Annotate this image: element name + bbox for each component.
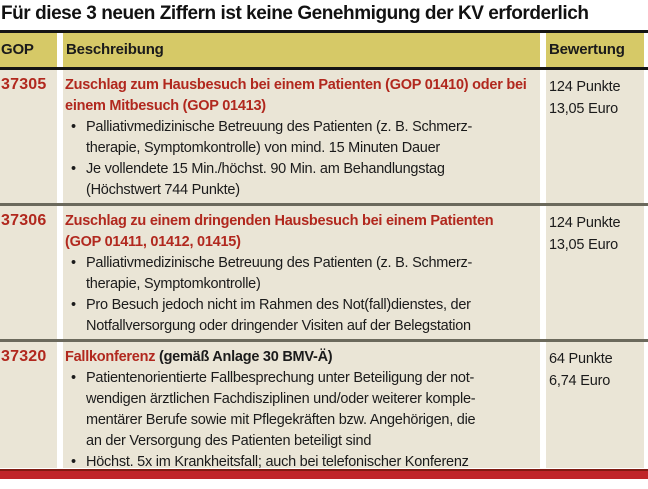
euro-value: 6,74 Euro xyxy=(549,373,611,389)
row-title-red: Zuschlag zu einem dringenden Hausbesuch … xyxy=(65,213,494,250)
bullet-icon: • xyxy=(71,119,76,135)
bullet-text: Palliativmedizinische Betreuung des Pati… xyxy=(86,255,473,292)
column-header-beschreibung: Beschreibung xyxy=(63,33,540,67)
gop-code: 37306 xyxy=(0,206,57,339)
row-title: Zuschlag zum Hausbesuch bei einem Patien… xyxy=(65,75,538,117)
bullet-text: Pro Besuch jedoch nicht im Rahmen des No… xyxy=(86,297,471,334)
bullet-icon: • xyxy=(71,297,76,313)
table-row: 37320 Fallkonferenz (gemäß Anlage 30 BMV… xyxy=(0,342,648,468)
points-value: 124 Punkte xyxy=(549,79,621,95)
description-cell: Fallkonferenz (gemäß Anlage 30 BMV-Ä) • … xyxy=(63,342,540,468)
bullet-icon: • xyxy=(71,161,76,177)
valuation-cell: 64 Punkte 6,74 Euro xyxy=(546,342,644,468)
bullet-icon: • xyxy=(71,370,76,386)
euro-value: 13,05 Euro xyxy=(549,237,618,253)
row-divider xyxy=(0,339,648,342)
bullet-text: Patientenorientierte Fallbesprechung unt… xyxy=(86,370,476,449)
row-title-red: Fallkonferenz xyxy=(65,349,156,365)
bottom-accent-bar xyxy=(0,469,648,479)
gop-code: 37305 xyxy=(0,70,57,203)
list-item: • Höchst. 5x im Krankheitsfall; auch bei… xyxy=(65,452,538,468)
row-title-black: (gemäß Anlage 30 BMV-Ä) xyxy=(155,349,333,365)
row-divider xyxy=(0,203,648,206)
valuation-cell: 124 Punkte 13,05 Euro xyxy=(546,206,644,339)
table-row: 37305 Zuschlag zum Hausbesuch bei einem … xyxy=(0,70,648,203)
points-value: 64 Punkte xyxy=(549,351,613,367)
euro-value: 13,05 Euro xyxy=(549,101,618,117)
list-item: • Je vollendete 15 Min./höchst. 90 Min. … xyxy=(65,159,538,201)
row-title-red: Zuschlag zum Hausbesuch bei einem Patien… xyxy=(65,77,527,114)
row-title: Fallkonferenz (gemäß Anlage 30 BMV-Ä) xyxy=(65,347,538,368)
page-title: Für diese 3 neuen Ziffern ist keine Gene… xyxy=(1,3,589,24)
gop-code: 37320 xyxy=(0,342,57,468)
list-item: • Patientenorientierte Fallbesprechung u… xyxy=(65,368,538,452)
bullet-icon: • xyxy=(71,255,76,271)
description-cell: Zuschlag zum Hausbesuch bei einem Patien… xyxy=(63,70,540,203)
points-value: 124 Punkte xyxy=(549,215,621,231)
list-item: • Palliativmedizinische Betreuung des Pa… xyxy=(65,253,538,295)
list-item: • Pro Besuch jedoch nicht im Rahmen des … xyxy=(65,295,538,337)
description-cell: Zuschlag zu einem dringenden Hausbesuch … xyxy=(63,206,540,339)
bullet-icon: • xyxy=(71,454,76,468)
bullet-text: Höchst. 5x im Krankheitsfall; auch bei t… xyxy=(86,454,469,468)
row-title: Zuschlag zu einem dringenden Hausbesuch … xyxy=(65,211,538,253)
valuation-cell: 124 Punkte 13,05 Euro xyxy=(546,70,644,203)
list-item: • Palliativmedizinische Betreuung des Pa… xyxy=(65,117,538,159)
column-header-gop: GOP xyxy=(0,33,57,67)
table-header-row: GOP Beschreibung Bewertung xyxy=(0,30,648,70)
bullet-text: Palliativmedizinische Betreuung des Pati… xyxy=(86,119,473,156)
bullet-text: Je vollendete 15 Min./höchst. 90 Min. am… xyxy=(86,161,445,198)
column-header-bewertung: Bewertung xyxy=(546,33,644,67)
table-row: 37306 Zuschlag zu einem dringenden Hausb… xyxy=(0,206,648,339)
